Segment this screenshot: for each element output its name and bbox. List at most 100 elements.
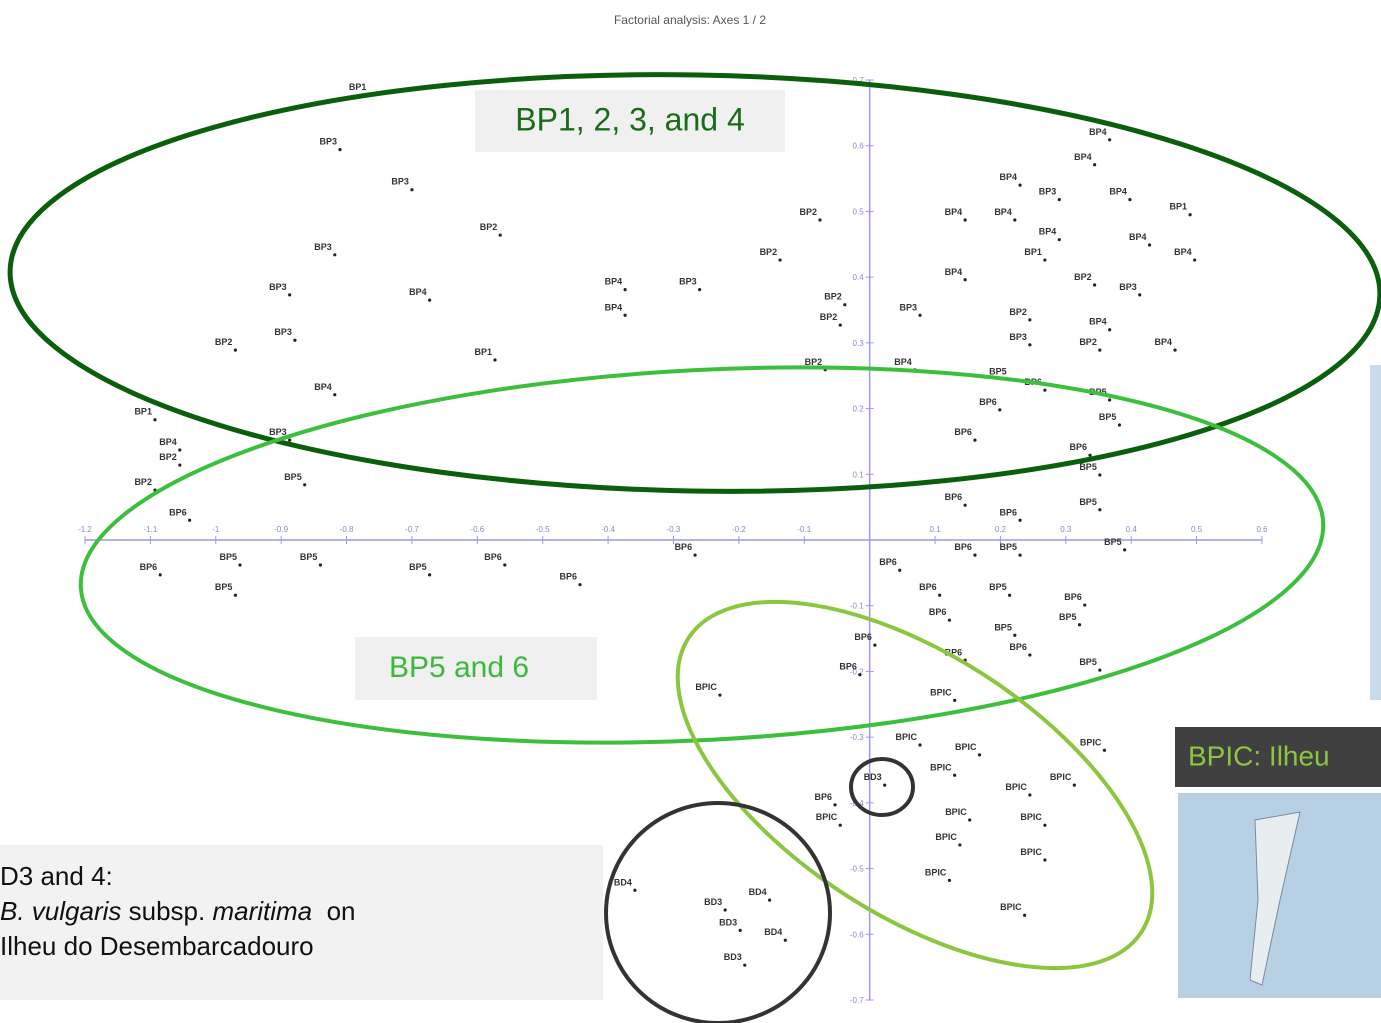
x-tick-label: -0.9 — [274, 525, 288, 534]
point-label: BP5 — [1000, 542, 1018, 552]
point — [293, 339, 296, 342]
point-label: BP2 — [760, 247, 778, 257]
point — [818, 218, 821, 221]
point-label: BP6 — [1064, 592, 1082, 602]
point — [1118, 423, 1121, 426]
point-label: BP4 — [894, 357, 912, 367]
point-label: BPIC — [896, 732, 918, 742]
point — [1148, 243, 1151, 246]
x-tick-label: -0.8 — [340, 525, 354, 534]
point-label: BP6 — [484, 552, 502, 562]
point-label: BP3 — [679, 277, 697, 287]
point-label: BPIC — [1020, 847, 1042, 857]
point — [428, 573, 431, 576]
points: BP1BP3BP3BP2BP2BP3BP3BP4BP4BP4BP3BP2BP3B… — [134, 82, 1196, 967]
x-tick-label: -0.1 — [797, 525, 811, 534]
point — [784, 939, 787, 942]
point-label: BP4 — [1089, 127, 1107, 137]
point-label: BP1 — [134, 407, 152, 417]
point — [724, 908, 727, 911]
point — [1043, 858, 1046, 861]
point-label: BP6 — [979, 397, 997, 407]
point-label: BP2 — [1074, 272, 1092, 282]
note-run: subsp. — [121, 896, 212, 926]
point — [693, 554, 696, 557]
point — [918, 314, 921, 317]
point — [1058, 238, 1061, 241]
point-label: BP5 — [300, 552, 318, 562]
point-label: BP5 — [215, 582, 233, 592]
point — [1043, 258, 1046, 261]
annotation: BP1, 2, 3, and 4 — [515, 101, 745, 137]
point-label: BP3 — [900, 302, 918, 312]
point — [953, 774, 956, 777]
point-label: BD4 — [764, 927, 782, 937]
point — [1108, 398, 1111, 401]
point — [1028, 793, 1031, 796]
point-label: BP4 — [1074, 152, 1092, 162]
point — [938, 594, 941, 597]
point — [499, 233, 502, 236]
point — [718, 693, 721, 696]
point — [973, 439, 976, 442]
point — [1083, 603, 1086, 606]
point-label: BP6 — [879, 557, 897, 567]
point-label: BP4 — [994, 207, 1012, 217]
point — [1093, 163, 1096, 166]
x-tick-label: -0.7 — [405, 525, 419, 534]
point-label: BPIC — [955, 742, 977, 752]
point-label: BP3 — [314, 242, 332, 252]
group-ellipse — [851, 759, 913, 815]
point-label: BP5 — [1079, 497, 1097, 507]
point — [633, 889, 636, 892]
y-tick-label: 0.4 — [853, 273, 865, 282]
note-line: B. vulgaris subsp. maritima on — [0, 896, 356, 926]
x-tick-label: 0.5 — [1191, 525, 1203, 534]
point — [1103, 749, 1106, 752]
point — [1043, 389, 1046, 392]
point-label: BP5 — [989, 582, 1007, 592]
point — [1043, 824, 1046, 827]
point-label: BP2 — [805, 357, 823, 367]
point-label: BP2 — [799, 207, 817, 217]
point-label: BP1 — [349, 82, 367, 92]
point — [1028, 653, 1031, 656]
point — [778, 258, 781, 261]
x-tick-label: 0.3 — [1060, 525, 1072, 534]
point — [1018, 519, 1021, 522]
point — [234, 594, 237, 597]
point — [1093, 283, 1096, 286]
x-tick-label: -0.4 — [601, 525, 615, 534]
point — [1088, 454, 1091, 457]
point-label: BPIC — [925, 867, 947, 877]
point — [739, 929, 742, 932]
point-label: BP3 — [320, 137, 338, 147]
x-tick-label: 0.4 — [1126, 525, 1138, 534]
point-label: BP6 — [1000, 507, 1018, 517]
point-label: BP4 — [314, 382, 332, 392]
point — [1023, 914, 1026, 917]
point-label: BPIC — [930, 762, 952, 772]
point — [948, 879, 951, 882]
point — [624, 288, 627, 291]
point-label: BP5 — [989, 367, 1007, 377]
point-label: BD3 — [724, 952, 742, 962]
point-label: BP6 — [919, 582, 937, 592]
point — [1128, 198, 1131, 201]
point — [1173, 348, 1176, 351]
point-label: BP2 — [480, 222, 498, 232]
point-label: BP1 — [1170, 202, 1188, 212]
y-tick-label: -0.6 — [850, 930, 864, 939]
point-label: BP6 — [839, 662, 857, 672]
point-label: BD4 — [614, 877, 632, 887]
point — [1018, 184, 1021, 187]
point — [1008, 594, 1011, 597]
y-tick-label: -0.3 — [850, 733, 864, 742]
point-label: BP4 — [1109, 187, 1127, 197]
point-label: BPIC — [1080, 737, 1102, 747]
point — [918, 743, 921, 746]
y-tick-label: 0.6 — [853, 142, 865, 151]
point-label: BPIC — [695, 682, 717, 692]
point-label: BP3 — [1009, 332, 1027, 342]
point-label: BP2 — [824, 292, 842, 302]
